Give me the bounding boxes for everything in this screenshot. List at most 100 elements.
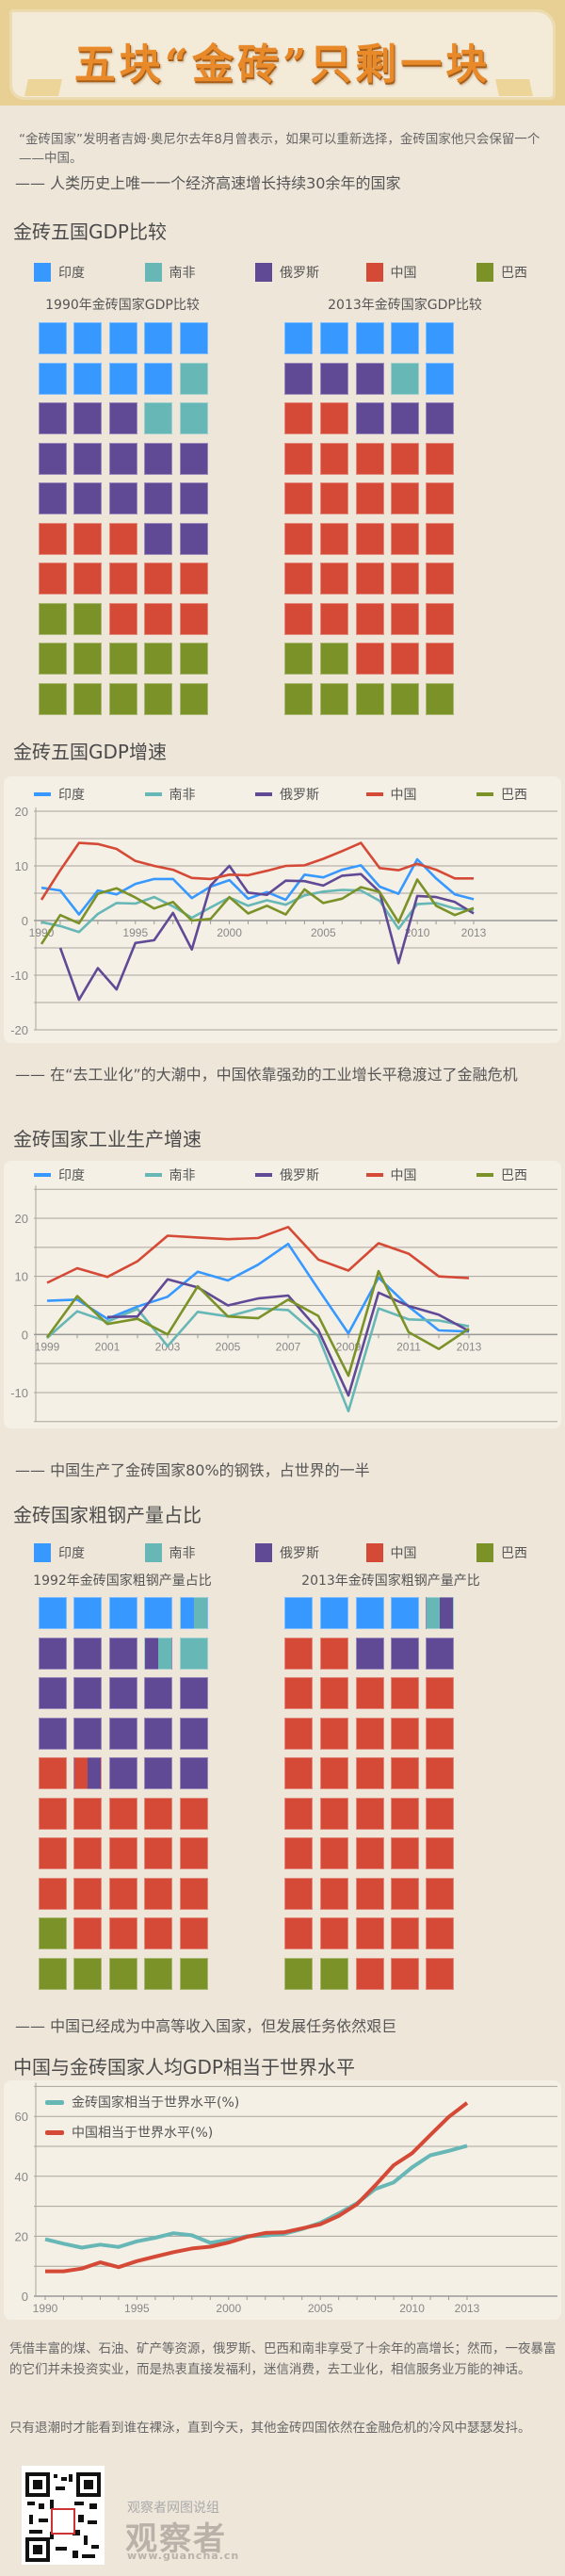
- waffle-cell: [39, 522, 67, 555]
- legend-label: 南非: [169, 266, 196, 281]
- legend-label: 中国相当于世界水平(%): [72, 2126, 214, 2141]
- waffle-cell: [356, 482, 384, 514]
- waffle-cell: [144, 1677, 172, 1709]
- legend-label: 巴西: [501, 266, 527, 281]
- waffle-cell: [109, 1637, 137, 1670]
- x-tick-label: 2010: [405, 926, 430, 939]
- india-line-icon: [34, 1173, 51, 1177]
- waffle-cell: [426, 1877, 454, 1910]
- waffle-cell: [180, 1757, 208, 1789]
- legend-gdp-share: 印度 南非 俄罗斯 中国 巴西: [34, 263, 542, 282]
- waffle-cell: [180, 1877, 208, 1910]
- x-tick-label: 2013: [461, 926, 487, 939]
- closing-paragraph-2: 只有退潮时才能看到谁在裸泳，直到今天，其他金砖四国依然在金融危机的冷风中瑟瑟发抖…: [9, 2421, 531, 2436]
- waffle-cell: [284, 1597, 313, 1629]
- waffle-cell: [284, 1717, 313, 1750]
- waffle-cell: [320, 1757, 348, 1789]
- waffle-cell: [320, 362, 348, 395]
- per-capita-chart: 0 20 40 60 1990 1995 2000 2005 2010 2013: [15, 2082, 557, 2315]
- waffle-cell: [144, 362, 172, 395]
- waffle-cell: [391, 1717, 419, 1750]
- waffle-cell: [39, 1877, 67, 1910]
- legend-label: 中国: [390, 266, 417, 281]
- waffle-cell: [39, 1717, 67, 1750]
- series-line: [46, 1226, 470, 1284]
- y-tick-label: 0: [22, 1328, 28, 1342]
- waffle-cell: [391, 1637, 419, 1670]
- x-tick-label: 2013: [457, 1340, 482, 1353]
- waffle-cell: [356, 522, 384, 555]
- legend-label: 南非: [169, 788, 196, 803]
- china-line-icon: [45, 2129, 64, 2135]
- waffle-cell: [73, 522, 102, 555]
- waffle-cell: [73, 562, 102, 595]
- waffle-cell: [356, 643, 384, 675]
- waffle-cell: [356, 1837, 384, 1869]
- waffle-cell: [320, 1637, 348, 1670]
- legend-label: 中国: [390, 788, 417, 803]
- waffle-cell: [144, 1637, 172, 1670]
- waffle-cell: [73, 322, 102, 354]
- waffle-cell: [73, 1597, 102, 1629]
- qr-code-icon: [25, 2472, 101, 2562]
- x-tick-label: 2005: [308, 2302, 333, 2315]
- legend-label: 印度: [58, 788, 85, 803]
- intro-text: “金砖国家”发明者吉姆·奥尼尔去年8月曾表示，如果可以重新选择，金砖国家他只会保…: [19, 132, 541, 166]
- waffle-cell: [39, 482, 67, 514]
- x-tick-label: 1995: [122, 926, 148, 939]
- russia-line-icon: [255, 1173, 272, 1177]
- waffle-cell: [426, 442, 454, 475]
- waffle-cell: [426, 1597, 454, 1629]
- south-africa-line-icon: [144, 792, 162, 796]
- waffle-cell: [320, 602, 348, 635]
- waffle-cell: [284, 602, 313, 635]
- x-tick-label: 2013: [455, 2302, 480, 2315]
- x-tick-label: 2010: [399, 2302, 425, 2315]
- section5-title: 中国与金砖国家人均GDP相当于世界水平: [13, 2056, 355, 2079]
- x-tick-label: 2007: [276, 1340, 301, 1353]
- closing-paragraph-1: 凭借丰富的煤、石油、矿产等资源，俄罗斯、巴西和南非享受了十余年的高增长；然而，一…: [9, 2341, 557, 2377]
- waffle-cell: [356, 442, 384, 475]
- series-line: [58, 864, 475, 1002]
- waffle-cell: [109, 1797, 137, 1830]
- waffle-cell: [391, 482, 419, 514]
- gdp-1990-title: 1990年金砖国家GDP比较: [45, 298, 200, 313]
- waffle-cell: [391, 1837, 419, 1869]
- waffle-cell: [426, 522, 454, 555]
- waffle-cell: [356, 682, 384, 715]
- series-line: [45, 2101, 469, 2274]
- waffle-cell: [320, 1957, 348, 1990]
- waffle-cell: [180, 362, 208, 395]
- waffle-cell: [73, 402, 102, 434]
- waffle-cell: [73, 1837, 102, 1869]
- legend-label: 印度: [58, 266, 85, 281]
- waffle-cell: [391, 682, 419, 715]
- waffle-cell: [39, 562, 67, 595]
- waffle-cell: [320, 322, 348, 354]
- waffle-cell: [73, 482, 102, 514]
- waffle-cell: [180, 1717, 208, 1750]
- waffle-cell: [144, 1797, 172, 1830]
- waffle-cell: [109, 1837, 137, 1869]
- waffle-cell: [284, 402, 313, 434]
- waffle-cell: [73, 1717, 102, 1750]
- legend-gdp-growth: 印度 南非 俄罗斯 中国 巴西: [34, 785, 542, 804]
- waffle-cell: [284, 682, 313, 715]
- x-tick-label: 1990: [33, 2302, 58, 2315]
- waffle-cell: [180, 1917, 208, 1949]
- waffle-cell: [320, 682, 348, 715]
- waffle-cell: [109, 362, 137, 395]
- india-swatch-icon: [34, 263, 51, 282]
- waffle-cell: [144, 602, 172, 635]
- x-tick-label: 2005: [311, 926, 336, 939]
- steel-1992-title: 1992年金砖国家粗钢产量占比: [33, 1573, 212, 1589]
- waffle-cell: [320, 1837, 348, 1869]
- legend-label: 巴西: [501, 1168, 527, 1183]
- waffle-cell: [109, 643, 137, 675]
- y-tick-label: 20: [15, 805, 28, 819]
- x-tick-label: 1995: [124, 2302, 150, 2315]
- waffle-cell: [180, 1957, 208, 1990]
- waffle-cell: [144, 643, 172, 675]
- brazil-swatch-icon: [476, 1543, 493, 1562]
